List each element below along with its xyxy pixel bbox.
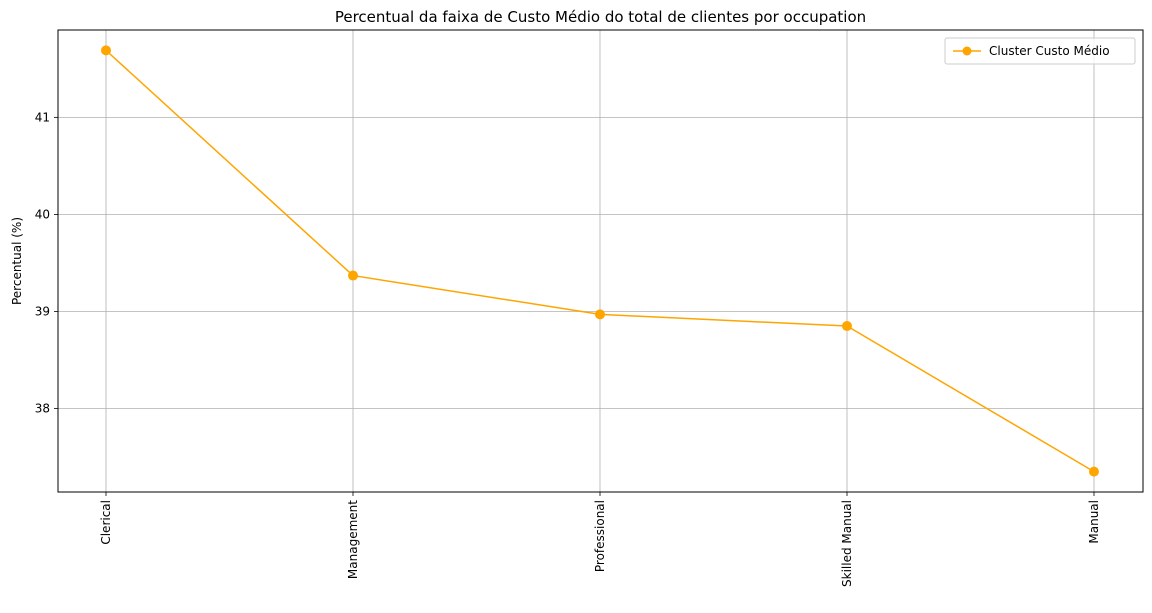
chart-title: Percentual da faixa de Custo Médio do to… xyxy=(335,8,866,26)
y-tick-label: 38 xyxy=(35,402,50,416)
legend-label: Cluster Custo Médio xyxy=(989,44,1110,58)
data-point xyxy=(842,321,852,332)
data-point xyxy=(101,45,111,56)
data-point xyxy=(1089,466,1099,477)
y-axis-label: Percentual (%) xyxy=(10,217,24,305)
y-tick-label: 39 xyxy=(35,304,50,318)
grid xyxy=(58,30,1143,492)
x-tick-label: Skilled Manual xyxy=(840,500,854,587)
legend-box xyxy=(944,37,1136,65)
series-layer xyxy=(101,45,1099,477)
y-axis-ticks: 38 39 40 41 xyxy=(35,110,58,416)
data-point xyxy=(595,309,605,320)
plot-area-frame xyxy=(57,29,1144,493)
data-point xyxy=(348,270,358,281)
y-tick-label: 41 xyxy=(35,110,50,124)
legend-marker-swatch xyxy=(962,46,972,56)
x-tick-label: Professional xyxy=(593,500,607,572)
x-axis-ticks: Clerical Management Professional Skilled Ma… xyxy=(99,492,1101,587)
x-tick-label: Clerical xyxy=(99,500,113,545)
x-tick-label: Management xyxy=(346,500,360,579)
y-tick-label: 40 xyxy=(35,207,50,221)
x-tick-label: Manual xyxy=(1087,500,1101,544)
legend: Cluster Custo Médio xyxy=(944,37,1136,65)
